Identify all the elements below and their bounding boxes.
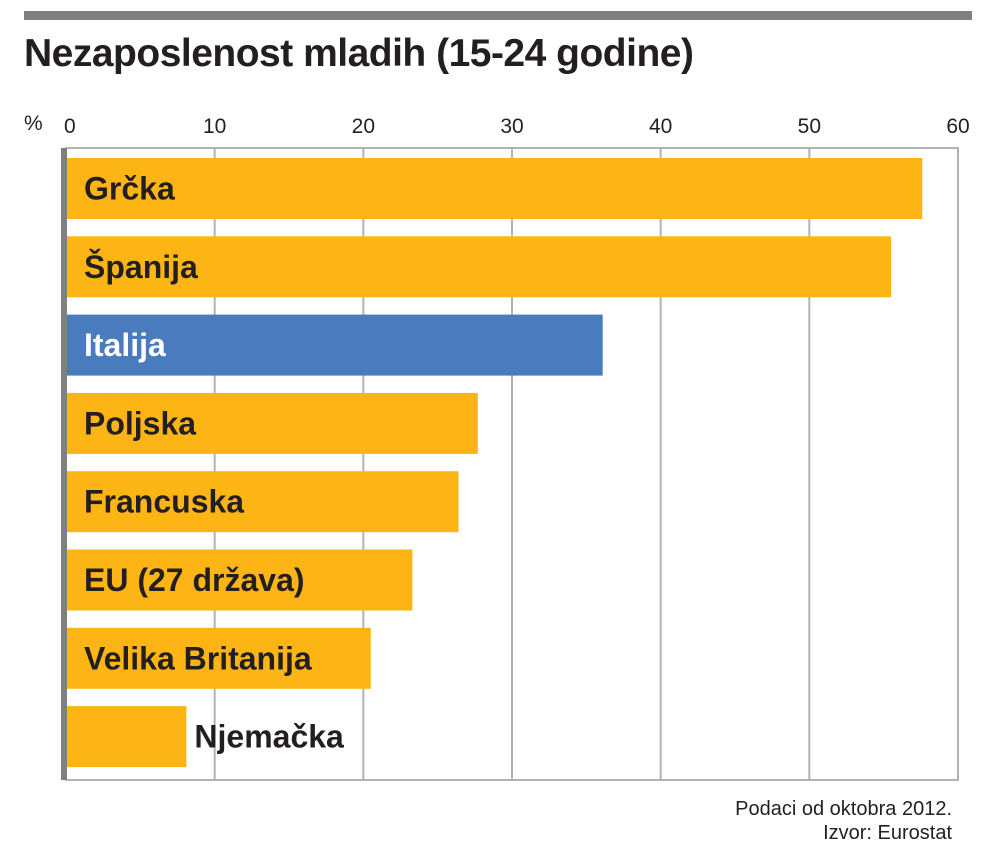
bar [66,314,603,376]
bar-label: Francuska [84,484,244,520]
bar-label: Velika Britanija [84,640,312,676]
bar-label: Poljska [84,405,196,441]
tick-label: 30 [500,115,523,138]
footnote-source: Izvor: Eurostat [823,822,952,844]
bar-label: EU (27 država) [84,562,305,598]
chart-title: Nezaposlenost mladih (15-24 godine) [24,32,694,75]
footnote-date: Podaci od oktobra 2012. [735,798,952,820]
bar [66,549,413,611]
tick-label: 40 [649,115,672,138]
bar [66,392,478,454]
y-axis-line [61,148,67,780]
top-rule [24,11,972,20]
tick-label: 0 [64,115,76,138]
bar-label: Grčka [84,171,175,207]
unit-label: % [24,112,43,135]
tick-label: 20 [352,115,375,138]
bar [66,471,459,533]
footnote: Podaci od oktobra 2012. Izvor: Eurostat [735,797,952,845]
bar-label: Njemačka [194,719,344,755]
bar [66,627,371,689]
bar [66,236,892,298]
bar-label: Italija [84,327,166,363]
bar-label: Španija [84,249,198,285]
tick-label: 10 [203,115,226,138]
bar [66,706,187,768]
bar [66,158,923,219]
tick-label: 60 [946,115,969,138]
tick-label: 50 [798,115,821,138]
